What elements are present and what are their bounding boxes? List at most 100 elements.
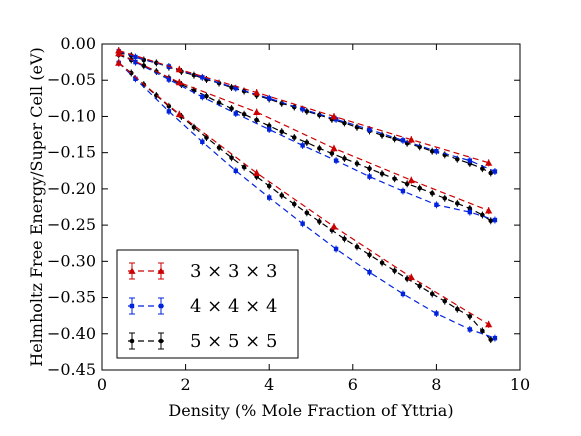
data-point <box>175 65 183 73</box>
data-point <box>400 188 406 194</box>
data-point <box>267 127 272 132</box>
data-point <box>229 155 234 161</box>
data-point <box>488 218 494 224</box>
data-point <box>467 206 473 211</box>
x-tick-label: 6 <box>348 375 358 394</box>
data-point <box>330 144 338 152</box>
legend-marker <box>129 303 135 309</box>
series-line <box>118 52 491 174</box>
y-tick-label: −0.15 <box>47 143 96 162</box>
data-point <box>253 108 261 115</box>
data-point <box>166 109 172 114</box>
data-point <box>267 195 272 200</box>
legend-entry: 5 × 5 × 5 <box>128 331 277 352</box>
data-point <box>266 123 272 129</box>
x-axis: 0 2 4 6 8 10 <box>97 44 530 394</box>
x-tick-label: 2 <box>181 375 191 394</box>
data-point <box>300 107 305 112</box>
data-point <box>417 283 422 289</box>
data-point <box>488 337 494 342</box>
data-point <box>417 185 422 191</box>
legend-entry: 4 × 4 × 4 <box>128 296 277 317</box>
y-tick-label: −0.25 <box>47 215 96 234</box>
y-axis-label: Helmholtz Free Energy/Super Cell (eV) <box>27 47 46 367</box>
data-point <box>175 78 183 86</box>
data-point <box>300 143 305 148</box>
data-point <box>300 221 305 226</box>
data-point <box>367 252 372 258</box>
data-point <box>267 96 272 101</box>
legend-marker <box>158 338 164 344</box>
data-point <box>342 236 347 242</box>
data-point <box>485 320 493 328</box>
data-point <box>304 140 310 145</box>
data-point <box>492 335 498 341</box>
x-tick-label: 4 <box>264 375 274 394</box>
y-tick-label: −0.10 <box>47 106 96 125</box>
data-point <box>467 209 473 215</box>
data-point <box>333 246 339 252</box>
data-point <box>392 268 397 274</box>
data-point <box>485 159 493 166</box>
x-tick-label: 8 <box>431 375 441 394</box>
data-point <box>133 59 138 65</box>
data-point <box>279 193 285 198</box>
data-point <box>407 176 415 184</box>
y-tick-label: −0.30 <box>47 251 96 270</box>
data-point <box>333 117 339 122</box>
data-point <box>291 201 297 207</box>
y-axis: 0.00 −0.05 −0.10 −0.15 −0.20 −0.25 −0.30 −0.35 −… <box>47 34 520 379</box>
data-point <box>354 244 360 250</box>
data-point <box>467 327 473 332</box>
data-point <box>367 174 372 179</box>
data-point <box>455 201 460 206</box>
data-point <box>154 93 159 98</box>
legend-label: 3 × 3 × 3 <box>190 261 277 282</box>
y-tick-label: −0.35 <box>47 288 96 307</box>
data-point <box>342 156 347 161</box>
y-tick-label: −0.40 <box>47 324 96 343</box>
series-line <box>118 49 489 164</box>
data-point <box>442 196 448 201</box>
data-point <box>407 136 415 143</box>
data-point <box>407 273 415 281</box>
data-point <box>480 166 485 171</box>
data-point <box>154 60 159 66</box>
data-point <box>304 109 310 114</box>
data-point <box>429 148 435 154</box>
data-point <box>115 59 123 66</box>
legend-box <box>116 249 299 359</box>
x-axis-label: Density (% Mole Fraction of Yttria) <box>168 401 453 420</box>
legend: 3 × 3 × 3 4 × 4 × 4 5 × 5 × 5 <box>116 249 299 359</box>
data-point <box>330 222 338 230</box>
data-point <box>434 202 439 208</box>
data-point <box>204 93 209 99</box>
data-point <box>429 291 435 297</box>
data-point <box>200 139 205 144</box>
series-line <box>118 62 490 325</box>
data-point <box>379 171 385 176</box>
x-tick-label: 10 <box>510 375 530 394</box>
data-point <box>266 183 272 189</box>
data-point <box>304 210 310 216</box>
data-point <box>354 161 360 166</box>
data-point <box>216 100 222 105</box>
data-point <box>253 169 261 176</box>
data-point <box>400 138 406 143</box>
data-point <box>492 217 498 223</box>
series-layer <box>115 46 498 344</box>
data-point <box>254 117 259 123</box>
data-point <box>434 149 439 154</box>
data-point <box>229 85 234 90</box>
data-point <box>367 127 372 132</box>
data-point <box>400 291 406 297</box>
data-point <box>233 85 238 91</box>
x-tick-label: 0 <box>97 375 107 394</box>
y-tick-label: −0.05 <box>47 70 96 89</box>
data-point <box>379 132 385 138</box>
data-point <box>141 63 147 69</box>
data-point <box>200 94 205 100</box>
data-point <box>455 306 460 312</box>
y-tick-label: −0.45 <box>47 360 96 379</box>
